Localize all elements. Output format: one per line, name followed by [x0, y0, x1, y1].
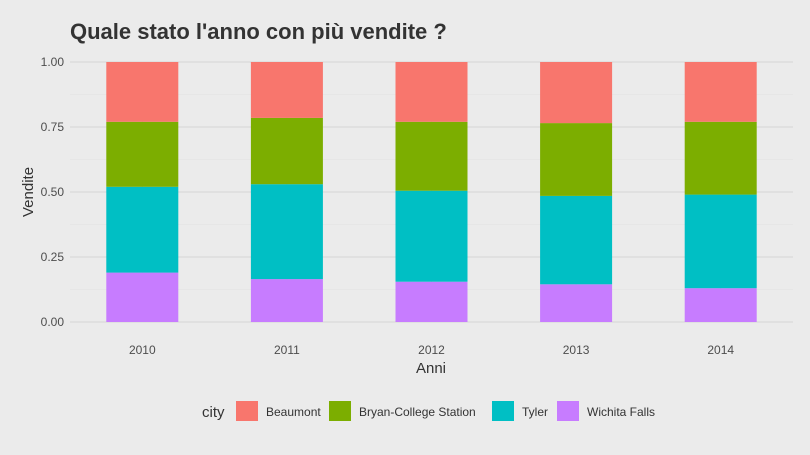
legend-swatch-wichita-falls	[557, 401, 579, 421]
y-tick-label: 0.50	[41, 185, 65, 199]
x-axis-ticks: 2010 2011 2012 2013 2014	[129, 343, 734, 357]
legend-swatch-bryan-college-station	[329, 401, 351, 421]
x-axis-label: Anni	[416, 360, 446, 377]
x-tick-label: 2012	[418, 343, 445, 357]
bar-segment-bryan-college-station-2012	[395, 121, 468, 191]
y-tick-label: 0.00	[41, 315, 65, 329]
bar-segment-tyler-2011	[250, 184, 323, 280]
legend-swatch-tyler	[492, 401, 514, 421]
x-tick-label: 2013	[563, 343, 590, 357]
x-tick-label: 2011	[274, 343, 300, 357]
x-tick-label: 2014	[707, 343, 734, 357]
legend-label-bryan-college-station: Bryan-College Station	[359, 405, 476, 419]
bar-segment-beaumont-2012	[395, 62, 468, 122]
bar-segment-wichita-falls-2014	[684, 288, 757, 322]
x-tick-label: 2010	[129, 343, 156, 357]
bar-segment-wichita-falls-2010	[106, 272, 179, 322]
bar-segment-tyler-2013	[540, 195, 613, 285]
bars	[106, 62, 757, 322]
bar-segment-beaumont-2011	[250, 62, 323, 118]
y-axis-ticks: 0.00 0.25 0.50 0.75 1.00	[41, 55, 65, 329]
bar-segment-beaumont-2010	[106, 62, 179, 122]
y-axis-label: Vendite	[20, 167, 37, 217]
bar-segment-tyler-2012	[395, 190, 468, 282]
bar-segment-wichita-falls-2011	[250, 279, 323, 322]
chart-title: Quale stato l'anno con più vendite ?	[70, 19, 447, 44]
bar-segment-bryan-college-station-2014	[684, 121, 757, 195]
legend-title: city	[202, 404, 225, 421]
bar-segment-tyler-2010	[106, 186, 179, 273]
bar-segment-bryan-college-station-2011	[250, 117, 323, 185]
y-tick-label: 1.00	[41, 55, 65, 69]
legend-label-tyler: Tyler	[522, 405, 548, 419]
bar-segment-wichita-falls-2013	[540, 284, 613, 322]
legend-label-wichita-falls: Wichita Falls	[587, 405, 655, 419]
bar-segment-tyler-2014	[684, 194, 757, 289]
y-tick-label: 0.75	[41, 120, 65, 134]
bar-segment-bryan-college-station-2013	[540, 123, 613, 196]
bar-segment-beaumont-2014	[684, 62, 757, 122]
y-tick-label: 0.25	[41, 250, 65, 264]
bar-segment-bryan-college-station-2010	[106, 121, 179, 187]
legend-swatch-beaumont	[236, 401, 258, 421]
bar-segment-beaumont-2013	[540, 62, 613, 124]
bar-segment-wichita-falls-2012	[395, 281, 468, 322]
legend: city Beaumont Bryan-College Station Tyler W…	[202, 401, 655, 421]
legend-label-beaumont: Beaumont	[266, 405, 321, 419]
